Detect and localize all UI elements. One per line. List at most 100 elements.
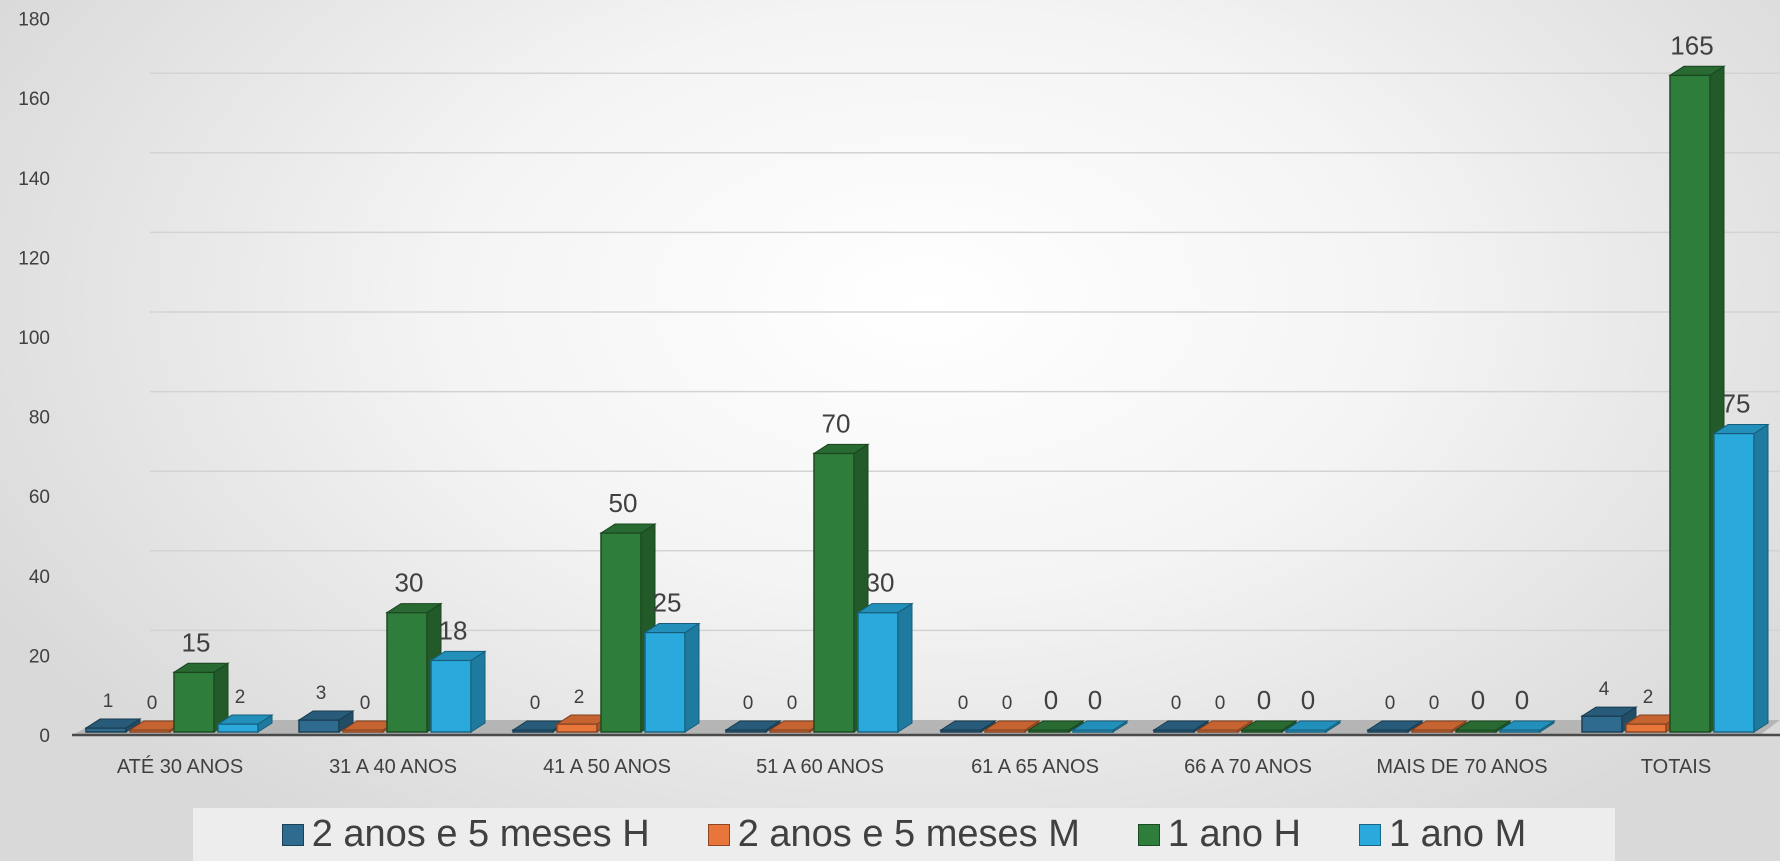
bar-top: [939, 720, 997, 731]
legend-swatch: [1137, 823, 1160, 846]
data-label: 0: [360, 693, 371, 714]
data-label: 0: [1301, 685, 1315, 715]
bar-top: [429, 650, 487, 661]
bar-top: [812, 443, 870, 454]
legend-swatch: [281, 823, 304, 846]
y-tick-label: 180: [18, 10, 50, 31]
bar: [216, 714, 274, 733]
data-label: 2: [1643, 687, 1654, 708]
data-label: 2: [235, 687, 246, 708]
bar: [856, 602, 914, 733]
bar-top: [1498, 720, 1556, 731]
data-label: 0: [1171, 693, 1182, 714]
data-label: 0: [1257, 685, 1271, 715]
y-tick-label: 80: [29, 408, 50, 429]
bar-top: [1580, 706, 1638, 717]
data-label: 0: [147, 693, 158, 714]
data-label: 0: [1044, 685, 1058, 715]
data-label: 0: [1088, 685, 1102, 715]
data-label: 0: [1429, 693, 1440, 714]
y-tick-label: 160: [18, 89, 50, 110]
bar-top: [1284, 720, 1342, 731]
y-tick-label: 140: [18, 169, 50, 190]
bar: [1071, 720, 1129, 733]
x-category-label: MAIS DE 70 ANOS: [1376, 756, 1547, 778]
y-tick-label: 40: [29, 567, 50, 588]
y-tick-label: 0: [39, 726, 50, 747]
x-category-label: 51 A 60 ANOS: [756, 756, 884, 778]
data-label: 0: [743, 693, 754, 714]
bar-front: [298, 719, 340, 733]
data-label: 0: [1002, 693, 1013, 714]
data-label: 4: [1599, 679, 1610, 700]
legend-label: 2 anos e 5 meses M: [737, 813, 1080, 855]
x-category-label: 61 A 65 ANOS: [971, 756, 1099, 778]
bar: [1284, 720, 1342, 733]
x-category-label: 66 A 70 ANOS: [1184, 756, 1312, 778]
x-category-label: ATÉ 30 ANOS: [117, 755, 243, 778]
bar: [297, 710, 355, 733]
floor-plane: [72, 720, 1780, 735]
bar-top: [385, 603, 443, 614]
data-label: 165: [1670, 30, 1713, 60]
bar-top: [1152, 720, 1210, 731]
gridlines: [150, 72, 1780, 632]
bar-top: [1071, 720, 1129, 731]
data-label: 30: [866, 568, 895, 598]
bar-top: [643, 623, 701, 633]
bar-front: [1669, 74, 1711, 733]
data-label: 15: [182, 627, 211, 657]
bar-top: [724, 720, 782, 731]
y-tick-label: 100: [18, 328, 50, 349]
data-label: 18: [439, 615, 468, 645]
bar: [1712, 423, 1770, 733]
data-label: 25: [653, 588, 682, 618]
bar-top: [1366, 720, 1424, 731]
bar: [1027, 720, 1085, 733]
bar-front: [217, 723, 259, 733]
bar-front: [430, 659, 472, 733]
bar-front: [813, 452, 855, 733]
y-axis: 0 20 40 60 80 100 120 140 160 180: [18, 10, 50, 747]
bar: [1196, 720, 1254, 733]
bar-top: [1027, 720, 1085, 731]
legend-item: 2 anos e 5 meses H: [281, 813, 650, 856]
bar-top: [1712, 424, 1770, 434]
x-category-label: 31 A 40 ANOS: [329, 756, 457, 778]
legend-swatch: [1358, 823, 1381, 846]
data-label: 0: [787, 693, 798, 714]
data-label: 0: [1471, 685, 1485, 715]
legend-swatch: [707, 823, 730, 846]
legend-label: 2 anos e 5 meses H: [311, 813, 650, 855]
legend-item: 1 ano M: [1358, 813, 1526, 856]
bar-top: [216, 714, 274, 725]
bar-top: [1668, 65, 1726, 76]
x-category-label: TOTAIS: [1641, 756, 1711, 778]
data-label: 0: [958, 693, 969, 714]
bar-top: [1410, 720, 1468, 731]
bar-top: [1240, 720, 1298, 731]
bar-front: [386, 611, 428, 733]
bar-front: [85, 727, 127, 733]
chart-floor: [72, 720, 1780, 737]
legend: 2 anos e 5 meses H 2 anos e 5 meses M 1 an…: [193, 808, 1615, 861]
data-label: 30: [395, 568, 424, 598]
data-label: 3: [316, 683, 327, 704]
bar-front: [1625, 723, 1667, 733]
bar-front: [600, 532, 642, 733]
x-category-label: 41 A 50 ANOS: [543, 756, 671, 778]
bar-front: [1581, 715, 1623, 733]
bar: [1410, 720, 1468, 733]
bars: [84, 65, 1770, 733]
bar-top: [1196, 720, 1254, 731]
bar-top: [856, 603, 914, 614]
y-tick-label: 20: [29, 646, 50, 667]
bar-top: [983, 720, 1041, 731]
bar-top: [297, 710, 355, 721]
data-label: 0: [1215, 693, 1226, 714]
bar-front: [1713, 432, 1755, 733]
legend-item: 2 anos e 5 meses M: [707, 813, 1080, 856]
bar-front: [644, 631, 686, 733]
